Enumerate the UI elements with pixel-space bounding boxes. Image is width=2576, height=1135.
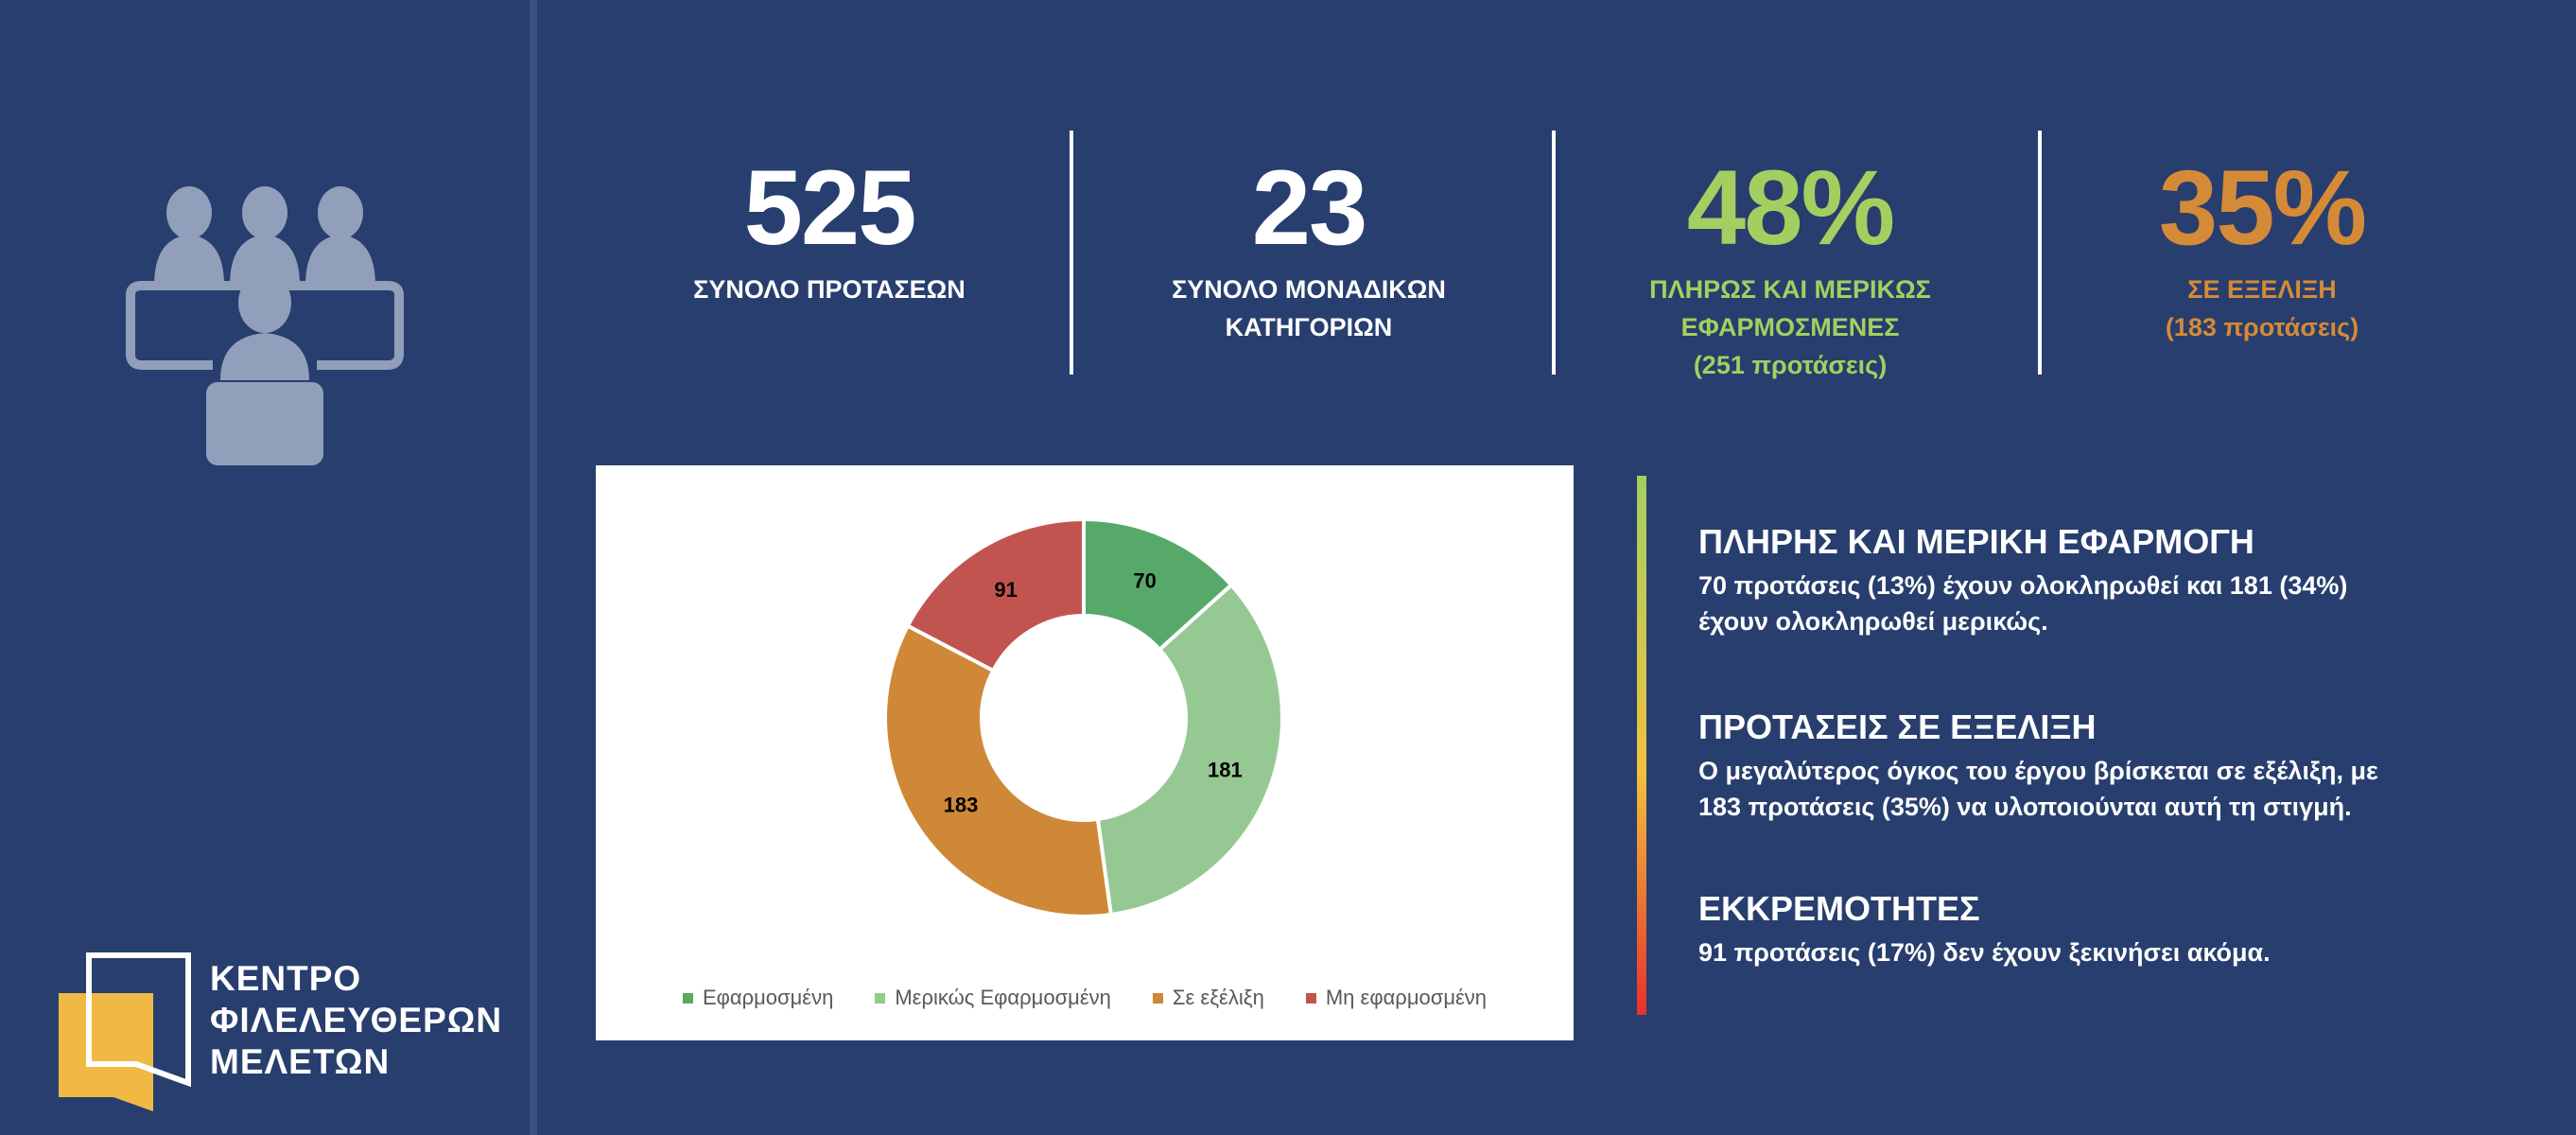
summary-text: 183 προτάσεις (35%) να υλοποιούνται αυτή… — [1698, 793, 2352, 821]
donut-slice — [883, 623, 1114, 918]
legend-label: Μη εφαρμοσμένη — [1325, 986, 1488, 1009]
legend-item: Εφαρμοσμένη — [682, 986, 834, 1010]
kefim-logo: ΚΕΝΤΡΟ ΦΙΛΕΛΕΥΘΕΡΩΝ ΜΕΛΕΤΩΝ — [59, 951, 513, 1111]
stat-label: (183 προτάσεις) — [2165, 313, 2359, 341]
status-gradient-bar — [1637, 476, 1646, 1015]
summary-title: ΠΛΗΡΗΣ ΚΑΙ ΜΕΡΙΚΗ ΕΦΑΡΜΟΓΗ — [1698, 522, 2254, 561]
stat-divider — [1070, 131, 1073, 375]
legend-item: Μη εφαρμοσμένη — [1305, 986, 1488, 1010]
donut-svg: 70 181 183 91 — [883, 516, 1284, 918]
stat-label: ΣΕ ΕΞΕΛΙΞΗ — [2187, 275, 2337, 304]
donut-slice — [1095, 582, 1284, 917]
legend-swatch — [1305, 992, 1316, 1004]
summary-text: 70 προτάσεις (13%) έχουν ολοκληρωθεί και… — [1698, 571, 2348, 600]
logo-line: ΦΙΛΕΛΕΥΘΕΡΩΝ — [210, 1001, 503, 1039]
stat-label: ΣΥΝΟΛΟ ΠΡΟΤΑΣΕΩΝ — [693, 275, 966, 304]
stat-value: 48% — [1686, 148, 1895, 267]
summary-text: 91 προτάσεις (17%) δεν έχουν ξεκινήσει α… — [1698, 938, 2271, 967]
legend-swatch — [875, 992, 886, 1004]
stat-value: 525 — [743, 148, 917, 267]
stat-divider — [1552, 131, 1556, 375]
stat-label: ΣΥΝΟΛΟ ΜΟΝΑΔΙΚΩΝ — [1172, 275, 1446, 304]
legend-label: Μερικώς Εφαρμοσμένη — [895, 986, 1111, 1009]
donut-data-label: 181 — [1208, 759, 1243, 782]
logo-text: ΚΕΝΤΡΟ ΦΙΛΕΛΕΥΘΕΡΩΝ ΜΕΛΕΤΩΝ — [210, 958, 502, 1083]
chart-legend: Εφαρμοσμένη Μερικώς Εφαρμοσμένη Σε εξέλι… — [596, 986, 1574, 1010]
summary-text: έχουν ολοκληρωθεί μερικώς. — [1698, 607, 2048, 636]
logo-line: ΜΕΛΕΤΩΝ — [210, 1042, 391, 1081]
sidebar: ΚΕΝΤΡΟ ΦΙΛΕΛΕΥΘΕΡΩΝ ΜΕΛΕΤΩΝ — [0, 0, 530, 1135]
legend-item: Σε εξέλιξη — [1152, 986, 1264, 1010]
summary-title: ΕΚΚΡΕΜΟΤΗΤΕΣ — [1698, 889, 1980, 928]
stat-implemented: 48% ΠΛΗΡΩΣ ΚΑΙ ΜΕΡΙΚΩΣ ΕΦΑΡΜΟΣΜΕΝΕΣ (251 π… — [1563, 151, 2017, 384]
summary-text: Ο μεγαλύτερος όγκος του έργου βρίσκεται … — [1698, 757, 2378, 785]
summary-implemented: ΠΛΗΡΗΣ ΚΑΙ ΜΕΡΙΚΗ ΕΦΑΡΜΟΓΗ 70 προτάσεις … — [1698, 520, 2347, 639]
donut-data-label: 70 — [1133, 569, 1156, 593]
stat-in-progress: 35% ΣΕ ΕΞΕΛΙΞΗ (183 προτάσεις) — [2035, 151, 2489, 346]
legend-swatch — [682, 992, 693, 1004]
stat-unique-categories: 23 ΣΥΝΟΛΟ ΜΟΝΑΔΙΚΩΝ ΚΑΤΗΓΟΡΙΩΝ — [1082, 151, 1536, 346]
meeting-people-icon — [126, 186, 404, 465]
summary-pending: ΕΚΚΡΕΜΟΤΗΤΕΣ 91 προτάσεις (17%) δεν έχου… — [1698, 887, 2271, 970]
legend-label: Σε εξέλιξη — [1172, 986, 1264, 1009]
stat-label: ΚΑΤΗΓΟΡΙΩΝ — [1225, 313, 1393, 341]
legend-swatch — [1152, 992, 1163, 1004]
summary-in-progress: ΠΡΟΤΑΣΕΙΣ ΣΕ ΕΞΕΛΙΞΗ Ο μεγαλύτερος όγκος… — [1698, 706, 2378, 825]
logo-line: ΚΕΝΤΡΟ — [210, 959, 362, 998]
donut-data-label: 183 — [944, 794, 979, 817]
donut-slice — [905, 516, 1086, 673]
legend-item: Μερικώς Εφαρμοσμένη — [875, 986, 1111, 1010]
stat-value: 23 — [1251, 148, 1368, 267]
speech-bubble-logo-icon — [59, 952, 191, 1111]
donut-chart: 70 181 183 91 Εφαρμοσμένη Μερικώς Εφαρμοσμέ… — [596, 465, 1574, 1040]
stat-value: 35% — [2158, 148, 2367, 267]
stat-divider — [2038, 131, 2042, 375]
summary-title: ΠΡΟΤΑΣΕΙΣ ΣΕ ΕΞΕΛΙΞΗ — [1698, 707, 2097, 746]
stat-label: (251 προτάσεις) — [1693, 351, 1888, 379]
donut-data-label: 91 — [994, 578, 1017, 602]
stat-label: ΕΦΑΡΜΟΣΜΕΝΕΣ — [1680, 313, 1900, 341]
legend-label: Εφαρμοσμένη — [702, 986, 834, 1009]
stat-label: ΠΛΗΡΩΣ ΚΑΙ ΜΕΡΙΚΩΣ — [1649, 275, 1931, 304]
sidebar-divider — [530, 0, 537, 1135]
stat-total-proposals: 525 ΣΥΝΟΛΟ ΠΡΟΤΑΣΕΩΝ — [602, 151, 1056, 308]
